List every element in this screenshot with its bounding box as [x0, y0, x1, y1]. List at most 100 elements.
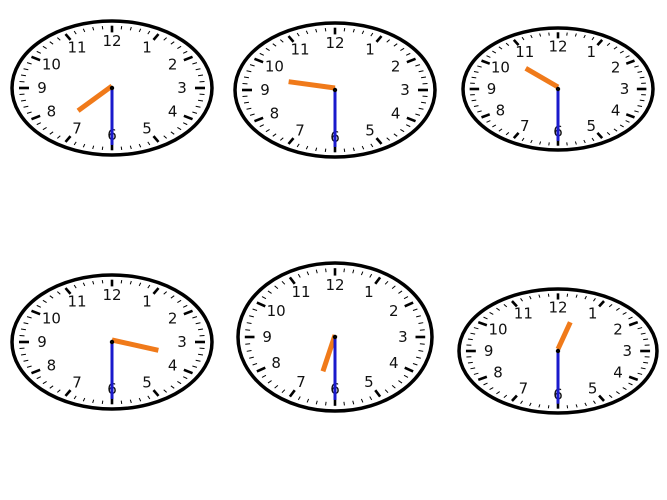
hour-tick: [511, 394, 518, 402]
minute-tick: [606, 132, 611, 136]
minute-tick: [496, 391, 500, 395]
minute-tick: [369, 273, 373, 278]
clock: 121234567891011: [233, 21, 437, 159]
minute-tick: [73, 284, 77, 289]
minute-tick: [418, 107, 424, 110]
minute-tick: [92, 399, 95, 404]
dial-number: 2: [168, 56, 178, 74]
minute-tick: [498, 46, 503, 50]
minute-tick: [249, 113, 255, 116]
minute-tick: [619, 50, 624, 54]
dial-number: 12: [102, 32, 121, 50]
hour-tick: [64, 287, 72, 295]
minute-tick: [384, 389, 389, 394]
minute-tick: [628, 316, 633, 320]
minute-tick: [352, 400, 355, 405]
minute-tick: [583, 139, 586, 144]
minute-tick: [56, 389, 61, 393]
minute-tick: [637, 327, 643, 330]
minute-tick: [628, 382, 633, 386]
hour-tick: [628, 375, 639, 382]
minute-tick: [182, 304, 188, 308]
minute-tick: [147, 284, 151, 289]
hour-tick: [477, 320, 488, 327]
minute-tick: [492, 124, 497, 128]
minute-tick: [26, 111, 32, 114]
minute-tick: [418, 322, 424, 324]
dial-number: 2: [168, 310, 178, 328]
minute-tick: [483, 316, 488, 320]
minute-tick: [246, 107, 252, 110]
minute-tick: [361, 30, 365, 35]
minute-tick: [147, 141, 151, 146]
dial-number: 12: [102, 286, 121, 304]
minute-tick: [622, 387, 627, 391]
minute-tick: [56, 135, 61, 139]
minute-tick: [352, 28, 355, 33]
minute-tick: [163, 37, 168, 41]
hour-tick: [64, 135, 72, 143]
minute-tick: [23, 105, 29, 108]
dial-number: 2: [391, 58, 401, 76]
minute-tick: [56, 291, 61, 295]
hour-tick: [598, 394, 605, 402]
hour-hand: [288, 79, 336, 91]
dial-number: 12: [548, 37, 567, 55]
minute-tick: [249, 64, 255, 67]
minute-tick: [343, 401, 345, 406]
minute-tick: [343, 148, 346, 153]
dial-number: 11: [515, 43, 534, 61]
minute-tick: [361, 145, 365, 150]
minute-tick: [315, 147, 318, 152]
minute-tick: [520, 400, 523, 404]
minute-tick: [177, 45, 182, 49]
hour-tick: [30, 309, 41, 316]
minute-tick: [391, 385, 396, 389]
hour-hand: [111, 337, 159, 353]
dial-number: 4: [391, 104, 401, 122]
dial-number: 4: [168, 102, 178, 120]
hour-tick: [288, 276, 296, 285]
minute-tick: [405, 124, 411, 128]
minute-tick: [613, 46, 618, 50]
minute-tick: [400, 129, 405, 133]
minute-tick: [619, 124, 624, 128]
dial-number: 9: [487, 80, 497, 98]
minute-tick: [489, 387, 494, 391]
minute-tick: [418, 350, 424, 352]
minute-tick: [267, 380, 272, 384]
dial-number: 9: [37, 333, 47, 351]
minute-tick: [138, 282, 142, 287]
minute-tick: [177, 381, 182, 385]
minute-tick: [274, 385, 279, 389]
minute-tick: [198, 353, 204, 356]
hour-tick: [596, 131, 604, 139]
minute-tick: [195, 68, 201, 71]
dial-number: 5: [588, 380, 598, 398]
minute-tick: [637, 372, 643, 375]
minute-tick: [49, 385, 54, 389]
minute-tick: [639, 99, 645, 102]
hour-tick: [374, 276, 382, 285]
minute-tick: [42, 45, 47, 49]
hour-tick: [596, 39, 604, 47]
minute-tick: [503, 394, 508, 399]
dial-number: 5: [142, 374, 152, 392]
minute-tick: [82, 143, 86, 148]
minute-tick: [521, 137, 525, 142]
hour-tick: [183, 114, 194, 121]
dial-number: 9: [262, 328, 272, 346]
minute-tick: [416, 315, 421, 318]
dial-number: 1: [364, 283, 374, 301]
minute-tick: [198, 328, 204, 331]
minute-tick: [281, 389, 286, 394]
dial-number: 7: [295, 122, 305, 140]
minute-tick: [195, 322, 201, 325]
minute-tick: [403, 296, 409, 300]
minute-tick: [170, 41, 175, 45]
minute-tick: [591, 36, 595, 41]
minute-tick: [640, 367, 646, 370]
hour-tick: [152, 33, 160, 41]
hour-tick: [374, 389, 382, 398]
minute-tick: [498, 128, 503, 132]
